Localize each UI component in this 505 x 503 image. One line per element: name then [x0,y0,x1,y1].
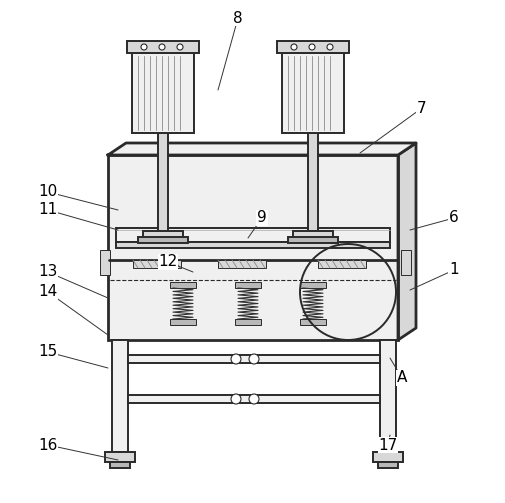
Bar [127,41,198,53]
Circle shape [141,44,147,50]
Bar [158,133,168,235]
Circle shape [231,354,240,364]
Bar [299,319,325,325]
Text: 15: 15 [38,345,58,360]
Text: 10: 10 [38,185,58,200]
Text: 16: 16 [38,438,58,453]
Text: 6: 6 [448,210,458,225]
Bar [218,260,266,268]
Text: A: A [396,371,407,385]
Text: 8: 8 [233,11,242,26]
Bar [308,133,317,235]
Circle shape [231,394,240,404]
Bar [292,231,332,239]
Circle shape [159,44,165,50]
Bar [299,282,325,288]
Polygon shape [108,143,415,155]
Circle shape [290,44,296,50]
Bar [377,462,397,468]
Bar [132,53,193,133]
Bar [234,282,261,288]
Bar [128,355,379,363]
Bar [133,260,181,268]
Bar [143,231,183,239]
Bar [372,452,402,462]
Bar [287,237,337,243]
Text: 11: 11 [38,203,58,217]
Bar [108,155,397,340]
Text: 13: 13 [38,265,58,280]
Circle shape [326,44,332,50]
Text: 1: 1 [448,263,458,278]
Text: 7: 7 [416,101,426,116]
Bar [112,340,128,452]
Bar [105,452,135,462]
Bar [379,340,395,452]
Text: 17: 17 [378,438,397,453]
Text: 12: 12 [158,255,177,270]
Bar [116,242,389,248]
Text: 9: 9 [257,210,266,225]
Bar [234,319,261,325]
Bar [276,41,348,53]
Circle shape [177,44,183,50]
Bar [100,250,110,275]
Bar [400,250,410,275]
Bar [170,319,195,325]
Circle shape [248,394,259,404]
Bar [128,395,379,403]
Text: 14: 14 [38,285,58,299]
Circle shape [309,44,315,50]
Polygon shape [397,143,415,340]
Bar [110,462,130,468]
Bar [317,260,365,268]
Bar [138,237,188,243]
Circle shape [248,354,259,364]
Bar [170,282,195,288]
Bar [281,53,343,133]
Bar [116,228,389,242]
